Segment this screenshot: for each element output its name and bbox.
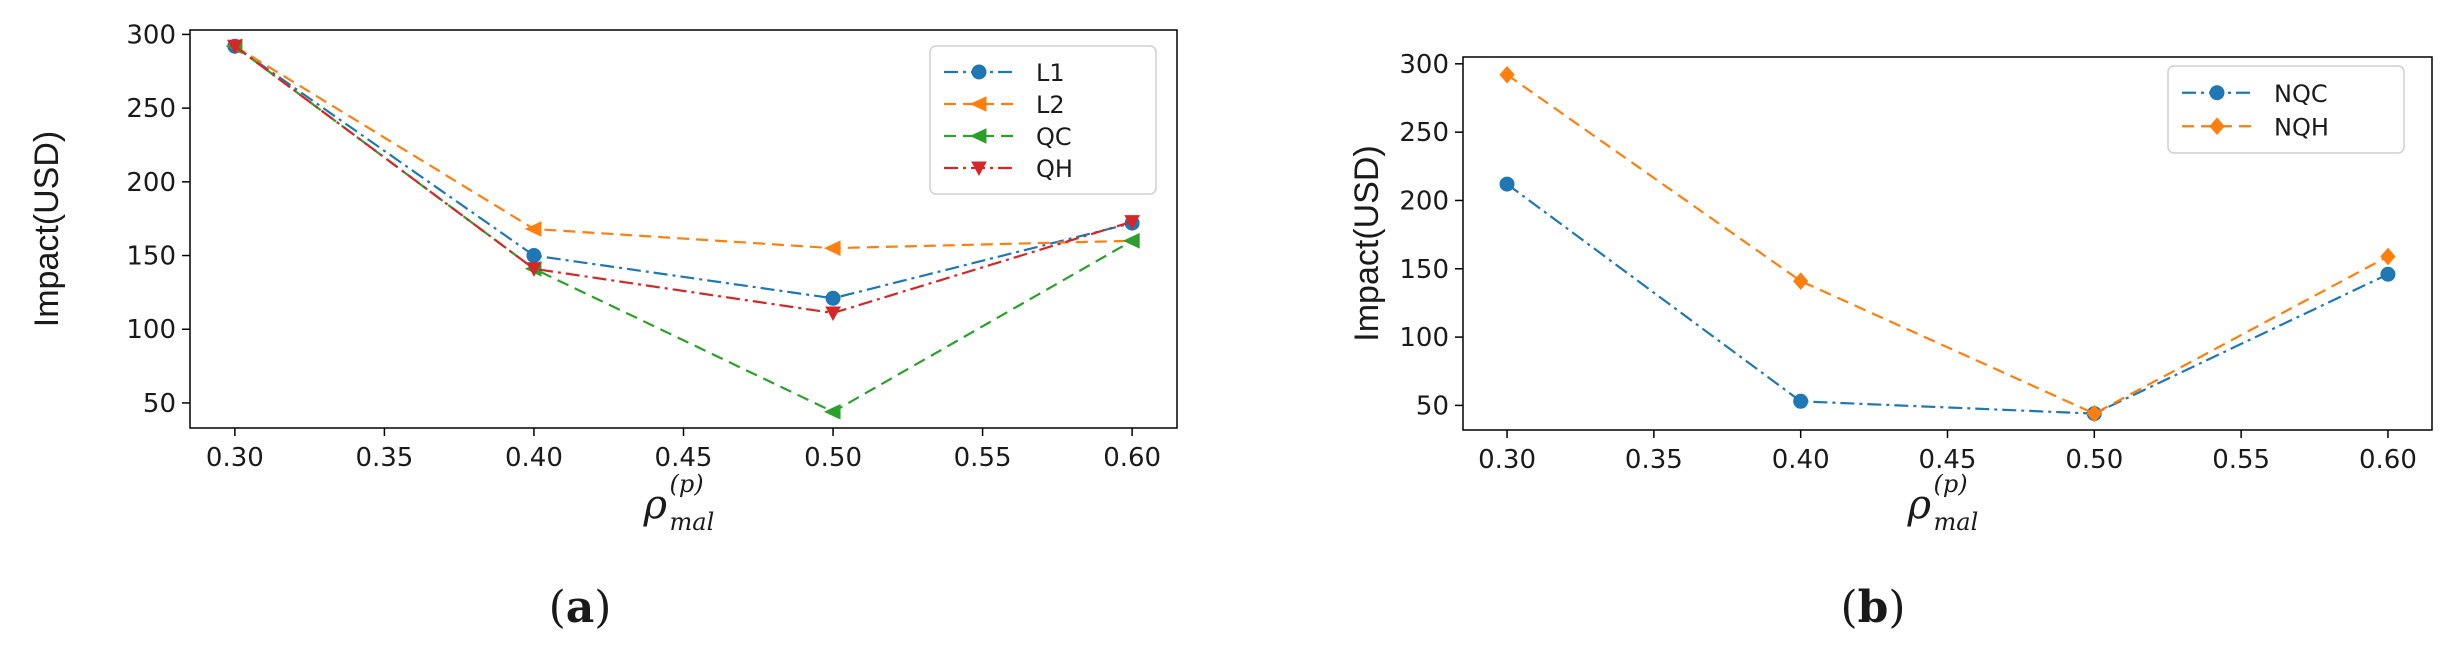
series-line — [234, 45, 1133, 414]
x-tick-label: 0.30 — [1478, 445, 1536, 475]
x-tick-label: 0.50 — [804, 443, 862, 473]
x-tick-label: 0.30 — [206, 443, 264, 473]
series-nqc — [1499, 176, 2396, 422]
series-line — [234, 45, 1133, 250]
chart-panel-b: 0.30 0.35 0.40 0.45 0.50 0.55 0.60 50 100 150 200 2… — [1348, 50, 2433, 633]
data-point — [1793, 272, 1809, 290]
legend-marker — [2209, 117, 2225, 136]
y-tick-label: 100 — [1399, 323, 1449, 353]
legend-item-l1: L1 — [944, 59, 1065, 87]
data-point — [1499, 66, 1515, 84]
legend-label: QH — [1036, 155, 1073, 183]
series-qh — [227, 39, 1140, 322]
y-tick-label: 200 — [1399, 186, 1449, 216]
y-tick-label: 50 — [1416, 391, 1449, 421]
data-point — [823, 240, 841, 256]
data-point — [1122, 233, 1140, 249]
data-point — [825, 306, 841, 322]
y-tick-label: 250 — [126, 94, 176, 124]
legend-label: NQC — [2274, 80, 2328, 108]
x-tick-label: 0.40 — [1772, 445, 1830, 475]
y-tick-label: 150 — [126, 242, 176, 272]
legend-box — [929, 45, 1157, 195]
x-tick-label: 0.35 — [355, 443, 413, 473]
legend-marker — [971, 161, 987, 177]
legend-item-nqh: NQH — [2182, 113, 2329, 141]
x-axis-label-base: ρ — [643, 482, 668, 528]
chart-panel-a: 0.30 0.35 0.40 0.45 0.50 0.55 0.60 50 100 150 200 2… — [28, 20, 1178, 633]
y-tick-label: 150 — [1399, 255, 1449, 285]
legend-marker — [2209, 85, 2225, 101]
y-tick-label: 100 — [126, 315, 176, 345]
data-point — [524, 221, 542, 237]
x-axis-label-subscript: mal — [1934, 508, 1979, 536]
x-tick-label: 0.35 — [1625, 445, 1683, 475]
x-tick-label: 0.55 — [954, 443, 1012, 473]
y-tick-label: 300 — [126, 20, 176, 50]
legend: NQC NQH — [2167, 65, 2405, 154]
series-line — [1506, 183, 2389, 415]
x-axis-label: ρ (p) mal — [643, 470, 715, 536]
y-tick-label: 250 — [1399, 118, 1449, 148]
panel-label-close: ) — [594, 582, 611, 633]
panel-label: (a) — [549, 582, 612, 633]
x-tick-label: 0.60 — [1103, 443, 1161, 473]
x-axis-label-subscript: mal — [670, 508, 715, 536]
data-point — [526, 248, 542, 264]
y-tick-label: 300 — [1399, 50, 1449, 80]
y-axis-label: Impact(USD) — [28, 131, 66, 327]
legend-item-l2: L2 — [944, 91, 1065, 119]
x-tick-label: 0.60 — [2359, 445, 2417, 475]
data-point — [2086, 404, 2102, 423]
x-axis-label: ρ (p) mal — [1907, 470, 1979, 536]
x-tick-label: 0.55 — [2212, 445, 2270, 475]
data-point — [1793, 393, 1809, 409]
series-line — [234, 45, 1133, 315]
panel-label: (b) — [1840, 582, 1905, 633]
x-axis-label-superscript: (p) — [670, 470, 704, 498]
data-point — [1124, 215, 1140, 230]
legend-item-qh: QH — [944, 155, 1073, 183]
x-tick-label: 0.45 — [1919, 445, 1977, 475]
data-point — [227, 39, 243, 55]
data-point — [2380, 266, 2396, 282]
legend-label: QC — [1036, 123, 1072, 151]
panel-label-open: ( — [549, 582, 566, 633]
data-point — [526, 262, 542, 277]
legend-item-qc: QC — [944, 123, 1072, 151]
legend-box — [2167, 65, 2405, 154]
legend-label: NQH — [2274, 113, 2329, 141]
data-point — [823, 404, 841, 420]
legend: L1 L2 QC QH — [929, 45, 1157, 195]
x-axis-label-superscript: (p) — [1934, 470, 1968, 498]
x-axis-label-base: ρ — [1907, 482, 1932, 528]
x-tick-label: 0.45 — [655, 443, 713, 473]
legend-marker — [971, 64, 987, 80]
legend-label: L2 — [1036, 91, 1065, 119]
series-nqh — [1499, 66, 2396, 423]
legend-item-nqc: NQC — [2182, 80, 2328, 108]
legend-marker — [969, 96, 987, 112]
y-axis-label: Impact(USD) — [1348, 145, 1386, 341]
panel-label-open: ( — [1840, 582, 1857, 633]
data-point — [1499, 176, 1515, 192]
series-line — [234, 45, 1133, 300]
legend-marker — [969, 128, 987, 144]
series-line — [1506, 73, 2389, 415]
panel-label-close: ) — [1888, 582, 1905, 633]
legend-label: L1 — [1036, 59, 1065, 87]
data-point — [2380, 247, 2396, 266]
data-point — [825, 290, 841, 306]
y-tick-label: 200 — [126, 168, 176, 198]
panel-label-letter: a — [566, 582, 595, 633]
panel-label-letter: b — [1858, 582, 1889, 633]
x-tick-label: 0.50 — [2065, 445, 2123, 475]
y-tick-label: 50 — [143, 389, 176, 419]
x-tick-label: 0.40 — [505, 443, 563, 473]
